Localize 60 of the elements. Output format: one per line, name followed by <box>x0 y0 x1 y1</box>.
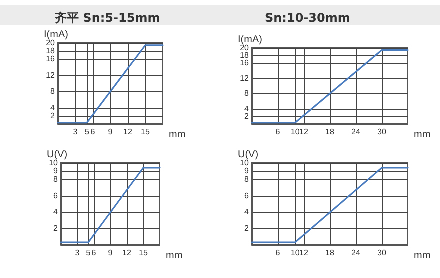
x-tick-label: 30 <box>378 248 387 258</box>
y-tick-label: 18 <box>240 51 250 60</box>
y-tick-label: 8 <box>244 89 250 98</box>
y-tick-label: 4 <box>244 208 250 217</box>
y-tick-label: 8 <box>244 174 250 184</box>
y-axis-title: I(mA) <box>238 34 262 46</box>
y-tick-label: 16 <box>46 54 56 64</box>
y-tick-label: 6 <box>54 191 59 200</box>
y-tick-label: 10 <box>49 158 59 168</box>
y-axis-title: I(mA) <box>44 30 68 40</box>
y-tick-label: 12 <box>240 74 250 83</box>
chart-title: 齐平 Sn:5-15mm <box>55 11 160 25</box>
x-tick-label: 24 <box>352 128 361 136</box>
x-axis-title: mm <box>169 130 186 140</box>
y-tick-label: 2 <box>244 224 250 234</box>
x-tick-label: 24 <box>352 248 361 258</box>
y-tick-label: 2 <box>54 224 59 234</box>
x-axis-title: mm <box>166 250 183 262</box>
y-tick-label: 8 <box>54 174 59 184</box>
x-tick-label: 6 <box>90 128 96 136</box>
y-tick-label: 2 <box>244 112 250 121</box>
y-tick-label: 20 <box>240 44 250 52</box>
x-tick-label: 12 <box>122 248 132 258</box>
x-axis-title: mm <box>414 250 431 262</box>
y-tick-label: 9 <box>244 166 250 176</box>
y-tick-label: 2 <box>50 111 56 120</box>
x-tick-label: 10 <box>290 128 300 136</box>
y-tick-label: 9 <box>54 166 59 176</box>
x-tick-label: 12 <box>300 128 309 136</box>
y-tick-label: 6 <box>244 191 250 200</box>
y-tick-label: 18 <box>46 46 56 56</box>
x-tick-label: 12 <box>300 248 309 258</box>
x-tick-label: 18 <box>326 128 335 136</box>
x-tick-label: 6 <box>276 128 281 136</box>
y-axis-title: U(V) <box>238 150 259 160</box>
x-tick-label: 6 <box>276 248 281 258</box>
x-tick-label: 5 <box>84 128 90 136</box>
x-tick-label: 30 <box>378 128 387 136</box>
x-tick-label: 6 <box>92 248 97 258</box>
y-tick-label: 8 <box>50 87 56 96</box>
x-tick-label: 18 <box>326 248 335 258</box>
y-tick-label: 4 <box>54 208 59 217</box>
x-axis-title: mm <box>414 130 431 140</box>
x-tick-label: 9 <box>108 248 114 258</box>
y-tick-label: 4 <box>50 103 56 112</box>
y-tick-label: 12 <box>46 70 56 80</box>
x-tick-label: 10 <box>290 248 300 258</box>
y-tick-label: 10 <box>240 158 250 168</box>
y-tick-label: 4 <box>244 104 250 114</box>
x-tick-label: 3 <box>75 248 80 258</box>
x-tick-label: 9 <box>108 128 114 136</box>
y-tick-label: 20 <box>46 38 56 48</box>
x-tick-label: 15 <box>139 248 148 258</box>
y-axis-title: U(V) <box>47 150 68 160</box>
y-tick-label: 16 <box>240 58 250 68</box>
chart-title: Sn:10-30mm <box>265 11 350 25</box>
x-tick-label: 15 <box>141 128 150 136</box>
x-tick-label: 5 <box>86 248 92 258</box>
x-tick-label: 3 <box>73 128 78 136</box>
x-tick-label: 12 <box>124 128 133 136</box>
